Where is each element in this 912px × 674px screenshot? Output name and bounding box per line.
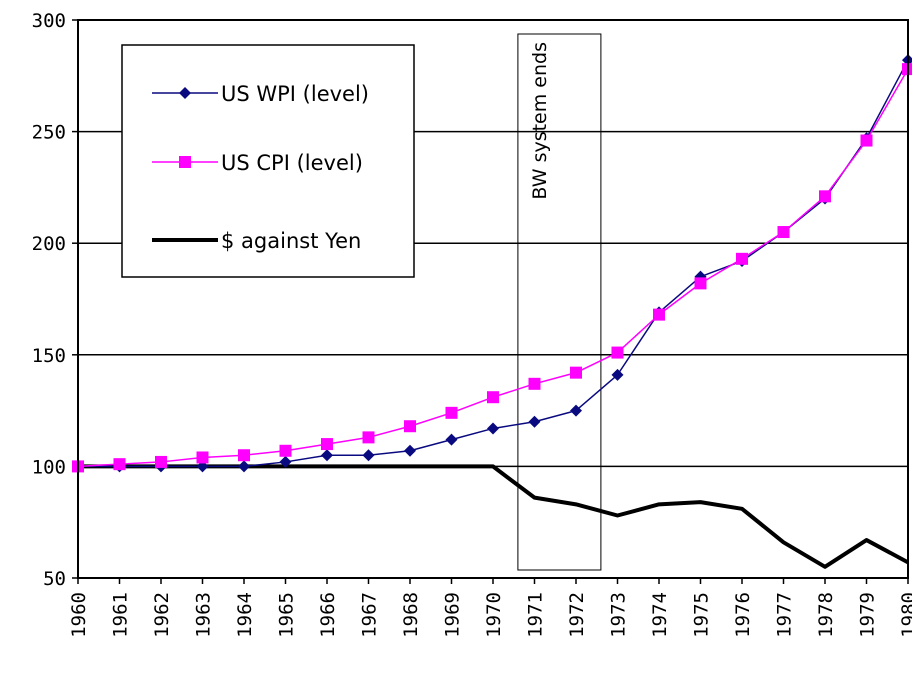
x-tick-label: 1975 [691,592,713,638]
cpi-point [487,391,499,404]
x-tick-label: 1973 [608,592,630,638]
x-tick-label: 1972 [566,592,588,638]
wpi-point [528,415,541,428]
cpi-point [611,346,624,359]
y-axis-ticks: 50 100 150 200 250 300 [32,10,78,590]
wpi-point [445,433,458,446]
bw-system-label: BW system ends [529,42,551,200]
legend-label: US WPI (level) [221,82,369,106]
cpi-point [279,444,292,457]
cpi-point [238,449,250,462]
x-tick-label: 1963 [193,592,215,638]
legend-item: $ against Yen [152,229,361,253]
x-tick-label: 1971 [525,592,547,638]
y-tick-label: 50 [43,568,66,590]
x-tick-label: 1960 [68,592,90,638]
legend-label: $ against Yen [221,229,361,253]
cpi-point [694,277,707,290]
cpi-point [155,455,167,468]
x-tick-label: 1970 [483,592,505,638]
wpi-point [487,422,499,435]
x-tick-label: 1962 [151,592,173,638]
cpi-point [653,308,665,321]
cpi-point [736,252,748,265]
cpi-point [528,377,541,390]
x-tick-label: 1978 [815,592,837,638]
wpi-point [611,368,624,381]
plot-border [77,19,909,579]
series-line [78,464,909,569]
x-tick-label: 1964 [234,592,256,638]
wpi-point [404,444,416,457]
x-tick-label: 1961 [110,592,132,638]
cpi-point [113,458,126,471]
cpi-point [777,226,790,239]
cpi-point [445,406,458,419]
y-tick-label: 250 [32,122,66,144]
x-tick-label: 1976 [732,592,754,638]
cpi-point [860,134,873,147]
x-tick-label: 1968 [400,592,422,638]
bw-system-box [517,33,602,571]
y-tick-label: 150 [32,345,66,367]
x-tick-label: 1969 [442,592,464,638]
cpi-point [819,190,831,203]
legend: US WPI (level) US CPI (level) $ against Ye… [121,44,415,278]
wpi-point [570,404,582,417]
series-2 [78,464,909,569]
x-tick-label: 1965 [276,592,298,638]
y-tick-label: 300 [32,10,66,32]
cpi-point [404,420,416,433]
wpi-point [362,449,375,462]
x-axis-ticks: 1960 1961 1962 1963 1964 1965 1966 1967 1968 1969… [68,578,912,638]
annotation-box: BW system ends [517,33,602,571]
cpi-point [179,156,191,168]
cpi-point [196,451,209,464]
y-tick-label: 100 [32,456,66,478]
x-tick-label: 1974 [649,592,671,638]
legend-item: US CPI (level) [152,151,363,175]
y-tick-label: 200 [32,233,66,255]
legend-label: US CPI (level) [221,151,363,175]
x-tick-label: 1977 [774,592,796,638]
x-tick-label: 1979 [857,592,879,638]
cpi-point [362,431,375,444]
cpi-point [570,366,582,379]
x-tick-label: 1966 [317,592,339,638]
wpi-point [238,460,250,473]
wpi-point [279,455,292,468]
cpi-point [321,438,333,451]
x-tick-label: 1980 [898,592,912,638]
legend-item: US WPI (level) [152,82,369,106]
wpi-point [179,87,191,99]
x-tick-label: 1967 [359,592,381,638]
wpi-point [321,449,333,462]
